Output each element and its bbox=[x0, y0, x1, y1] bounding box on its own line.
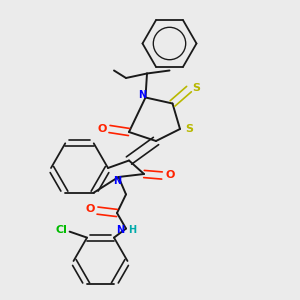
Text: N: N bbox=[138, 90, 146, 100]
Text: O: O bbox=[85, 204, 94, 214]
Text: N: N bbox=[116, 225, 125, 235]
Text: S: S bbox=[192, 82, 200, 93]
Text: H: H bbox=[128, 225, 136, 235]
Text: O: O bbox=[97, 124, 106, 134]
Text: S: S bbox=[185, 124, 194, 134]
Text: Cl: Cl bbox=[55, 225, 67, 235]
Text: N: N bbox=[113, 176, 121, 186]
Text: O: O bbox=[165, 170, 174, 181]
